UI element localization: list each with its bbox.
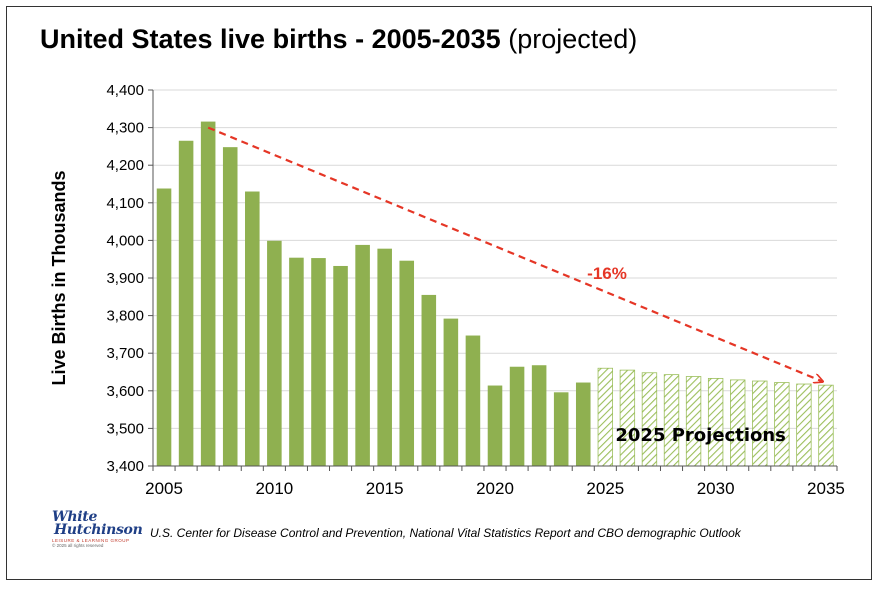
bar bbox=[421, 294, 437, 466]
logo-copyright: © 2025 all rights reserved bbox=[52, 543, 104, 548]
source-note: U.S. Center for Disease Control and Prev… bbox=[150, 526, 741, 540]
bar bbox=[377, 248, 392, 466]
bar bbox=[245, 191, 260, 466]
trend-arrow bbox=[207, 126, 822, 382]
y-tick-label: 3,700 bbox=[106, 345, 144, 362]
y-tick-label: 3,800 bbox=[106, 308, 144, 325]
bar bbox=[509, 366, 525, 466]
y-tick-label: 3,600 bbox=[106, 383, 144, 400]
y-tick-label: 4,400 bbox=[106, 82, 144, 99]
bar bbox=[487, 385, 503, 466]
projection-bar bbox=[619, 369, 636, 467]
bar bbox=[531, 365, 547, 466]
bars bbox=[156, 121, 834, 467]
bar bbox=[333, 265, 348, 466]
chart-title-sub: (projected) bbox=[508, 24, 638, 54]
x-tick-label: 2025 bbox=[586, 479, 624, 498]
x-tick-label: 2005 bbox=[145, 479, 183, 498]
y-tick-label: 4,100 bbox=[106, 195, 144, 212]
projection-bar bbox=[685, 376, 702, 467]
projection-bar bbox=[663, 374, 680, 467]
company-logo: White Hutchinson LEISURE & LEARNING GROU… bbox=[52, 509, 143, 559]
bar bbox=[553, 392, 569, 466]
bar bbox=[355, 244, 370, 466]
y-tick-label: 3,400 bbox=[106, 458, 144, 475]
projection-bar bbox=[641, 372, 658, 467]
bar bbox=[575, 382, 591, 466]
logo-line-1: White bbox=[52, 509, 98, 525]
projection-bar bbox=[707, 377, 724, 467]
y-tick-label: 4,200 bbox=[106, 157, 144, 174]
x-tick-label: 2030 bbox=[697, 479, 735, 498]
bar bbox=[443, 318, 459, 466]
projection-label: 2025 Projections bbox=[615, 425, 786, 446]
chart-title-main: United States live births - 2005-2035 bbox=[40, 24, 501, 54]
bar bbox=[178, 140, 194, 466]
projection-bar bbox=[796, 383, 812, 467]
bar bbox=[156, 188, 172, 466]
bar bbox=[200, 121, 216, 467]
projection-bar bbox=[752, 380, 768, 467]
slide-frame bbox=[6, 6, 872, 580]
projection-bar bbox=[730, 379, 746, 467]
bar bbox=[311, 258, 326, 466]
bar bbox=[222, 147, 238, 467]
x-tick-label: 2020 bbox=[476, 479, 514, 498]
logo-line-3: LEISURE & LEARNING GROUP bbox=[52, 538, 130, 543]
x-tick-label: 2035 bbox=[807, 479, 845, 498]
y-tick-label: 4,300 bbox=[106, 120, 144, 137]
x-tick-label: 2010 bbox=[255, 479, 293, 498]
y-tick-label: 4,000 bbox=[106, 232, 144, 249]
trend-label: -16% bbox=[587, 264, 627, 283]
y-axis-label: Live Births in Thousands bbox=[49, 170, 69, 385]
x-tick-label: 2015 bbox=[366, 479, 404, 498]
logo-line-2: Hutchinson bbox=[54, 522, 143, 538]
bar bbox=[289, 257, 304, 466]
bar bbox=[399, 260, 415, 466]
projection-bar bbox=[597, 367, 614, 467]
bar bbox=[465, 335, 481, 466]
annotations: 2025 Projections -16% bbox=[207, 126, 822, 446]
bar bbox=[267, 240, 282, 466]
axes: 3,400 3,500 3,600 3,700 3,800 3,900 4,000 4,100… bbox=[49, 82, 845, 498]
y-tick-label: 3,500 bbox=[106, 420, 144, 437]
chart-title: United States live births - 2005-2035 (p… bbox=[40, 24, 637, 55]
y-tick-label: 3,900 bbox=[106, 270, 144, 287]
projection-bar bbox=[818, 384, 834, 467]
